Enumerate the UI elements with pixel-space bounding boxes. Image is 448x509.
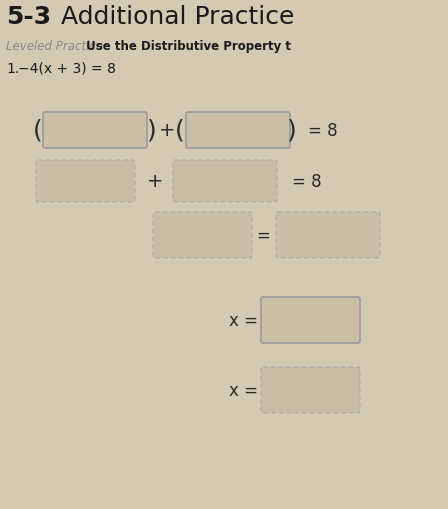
Text: +: +	[147, 172, 163, 191]
Text: ): )	[287, 119, 297, 143]
Text: = 8: = 8	[292, 173, 322, 191]
Text: Additional Practice: Additional Practice	[45, 5, 294, 29]
Text: −4(x + 3) = 8: −4(x + 3) = 8	[18, 62, 116, 76]
FancyBboxPatch shape	[261, 367, 360, 413]
FancyBboxPatch shape	[261, 297, 360, 344]
FancyBboxPatch shape	[36, 161, 135, 203]
Text: =: =	[256, 227, 270, 244]
Text: 1.: 1.	[6, 62, 19, 76]
Text: (: (	[175, 119, 185, 143]
Text: x =: x =	[229, 381, 258, 399]
Text: ): )	[147, 119, 157, 143]
Text: 5-3: 5-3	[6, 5, 51, 29]
FancyBboxPatch shape	[153, 213, 252, 259]
FancyBboxPatch shape	[276, 213, 380, 259]
Text: = 8: = 8	[308, 122, 338, 140]
Text: +: +	[159, 121, 175, 140]
Text: Use the Distributive Property t: Use the Distributive Property t	[82, 40, 291, 53]
Text: x =: x =	[229, 312, 258, 329]
Text: Leveled Practice: Leveled Practice	[6, 40, 103, 53]
FancyBboxPatch shape	[186, 113, 290, 149]
FancyBboxPatch shape	[43, 113, 147, 149]
FancyBboxPatch shape	[173, 161, 277, 203]
Text: (: (	[33, 119, 43, 143]
